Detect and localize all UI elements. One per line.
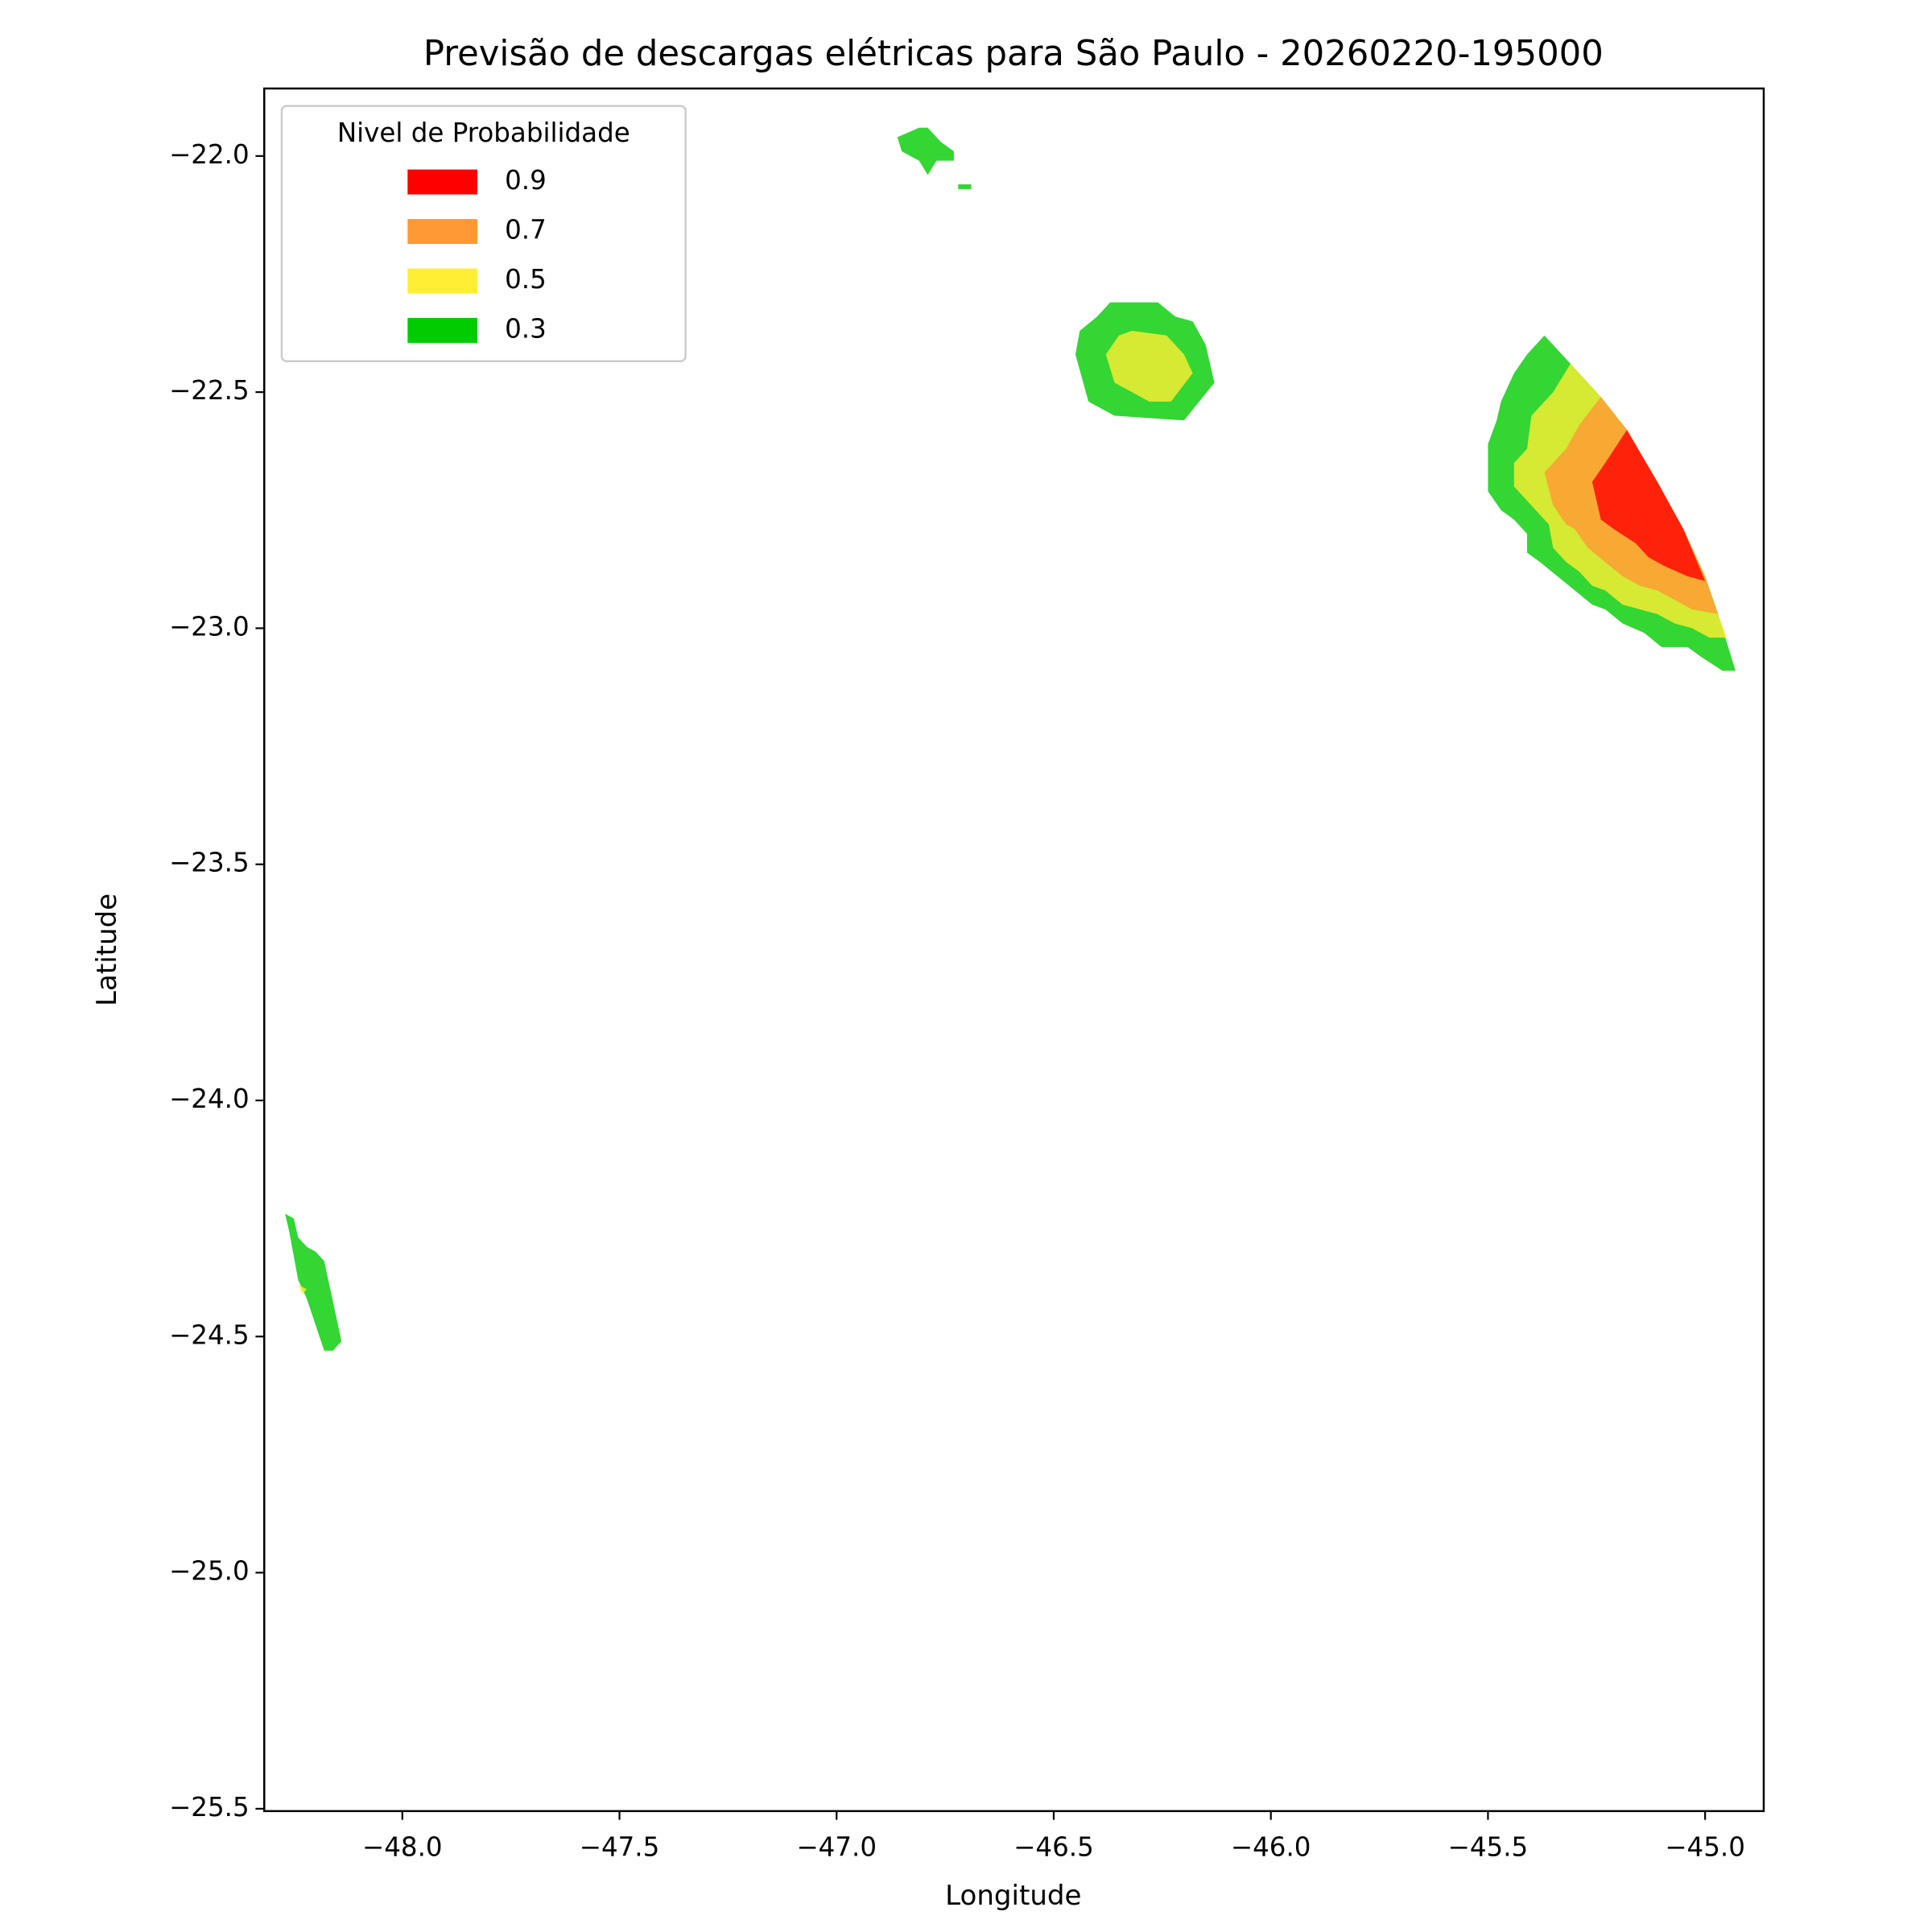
x-tick-label: −47.0 xyxy=(796,1831,877,1862)
legend-box xyxy=(280,105,687,362)
legend-swatch xyxy=(407,317,478,343)
contour-region xyxy=(285,1213,342,1351)
legend-label: 0.3 xyxy=(505,313,547,344)
x-axis-label: Longitude xyxy=(945,1880,1081,1912)
contour-region xyxy=(1105,330,1193,402)
x-tick-label: −45.0 xyxy=(1665,1831,1745,1862)
legend: Nivel de Probabilidade 0.9 0.7 0.5 0.3 xyxy=(280,105,687,362)
y-axis-label: Latitude xyxy=(91,894,123,1006)
contour-region xyxy=(897,127,954,175)
legend-title: Nivel de Probabilidade xyxy=(337,118,630,148)
x-tick-label: −47.5 xyxy=(580,1831,660,1862)
y-tick-label: −23.0 xyxy=(169,611,250,642)
legend-swatch xyxy=(407,169,478,195)
legend-label: 0.9 xyxy=(505,165,547,196)
y-tick-label: −23.5 xyxy=(169,848,250,878)
legend-label: 0.7 xyxy=(505,215,547,246)
y-tick-label: −25.0 xyxy=(169,1556,250,1587)
y-tick-label: −24.0 xyxy=(169,1084,250,1114)
x-tick-label: −46.0 xyxy=(1231,1831,1311,1862)
x-tick-label: −45.5 xyxy=(1448,1831,1529,1862)
contour-region xyxy=(298,1284,308,1294)
axes-frame xyxy=(263,87,1765,1813)
chart-title: Previsão de descargas elétricas para São… xyxy=(423,34,1604,74)
contour-region xyxy=(1591,430,1706,581)
plot-area xyxy=(285,127,1736,1351)
legend-label: 0.5 xyxy=(505,264,547,295)
legend-swatch xyxy=(407,268,478,294)
y-tick-label: −25.5 xyxy=(169,1792,250,1823)
y-tick-label: −22.0 xyxy=(169,139,250,170)
y-tick-label: −24.5 xyxy=(169,1319,250,1350)
x-tick-label: −46.5 xyxy=(1013,1831,1094,1862)
y-tick-label: −22.5 xyxy=(169,375,250,406)
legend-swatch xyxy=(407,219,478,245)
contour-region xyxy=(958,184,972,189)
x-tick-label: −48.0 xyxy=(362,1831,443,1862)
